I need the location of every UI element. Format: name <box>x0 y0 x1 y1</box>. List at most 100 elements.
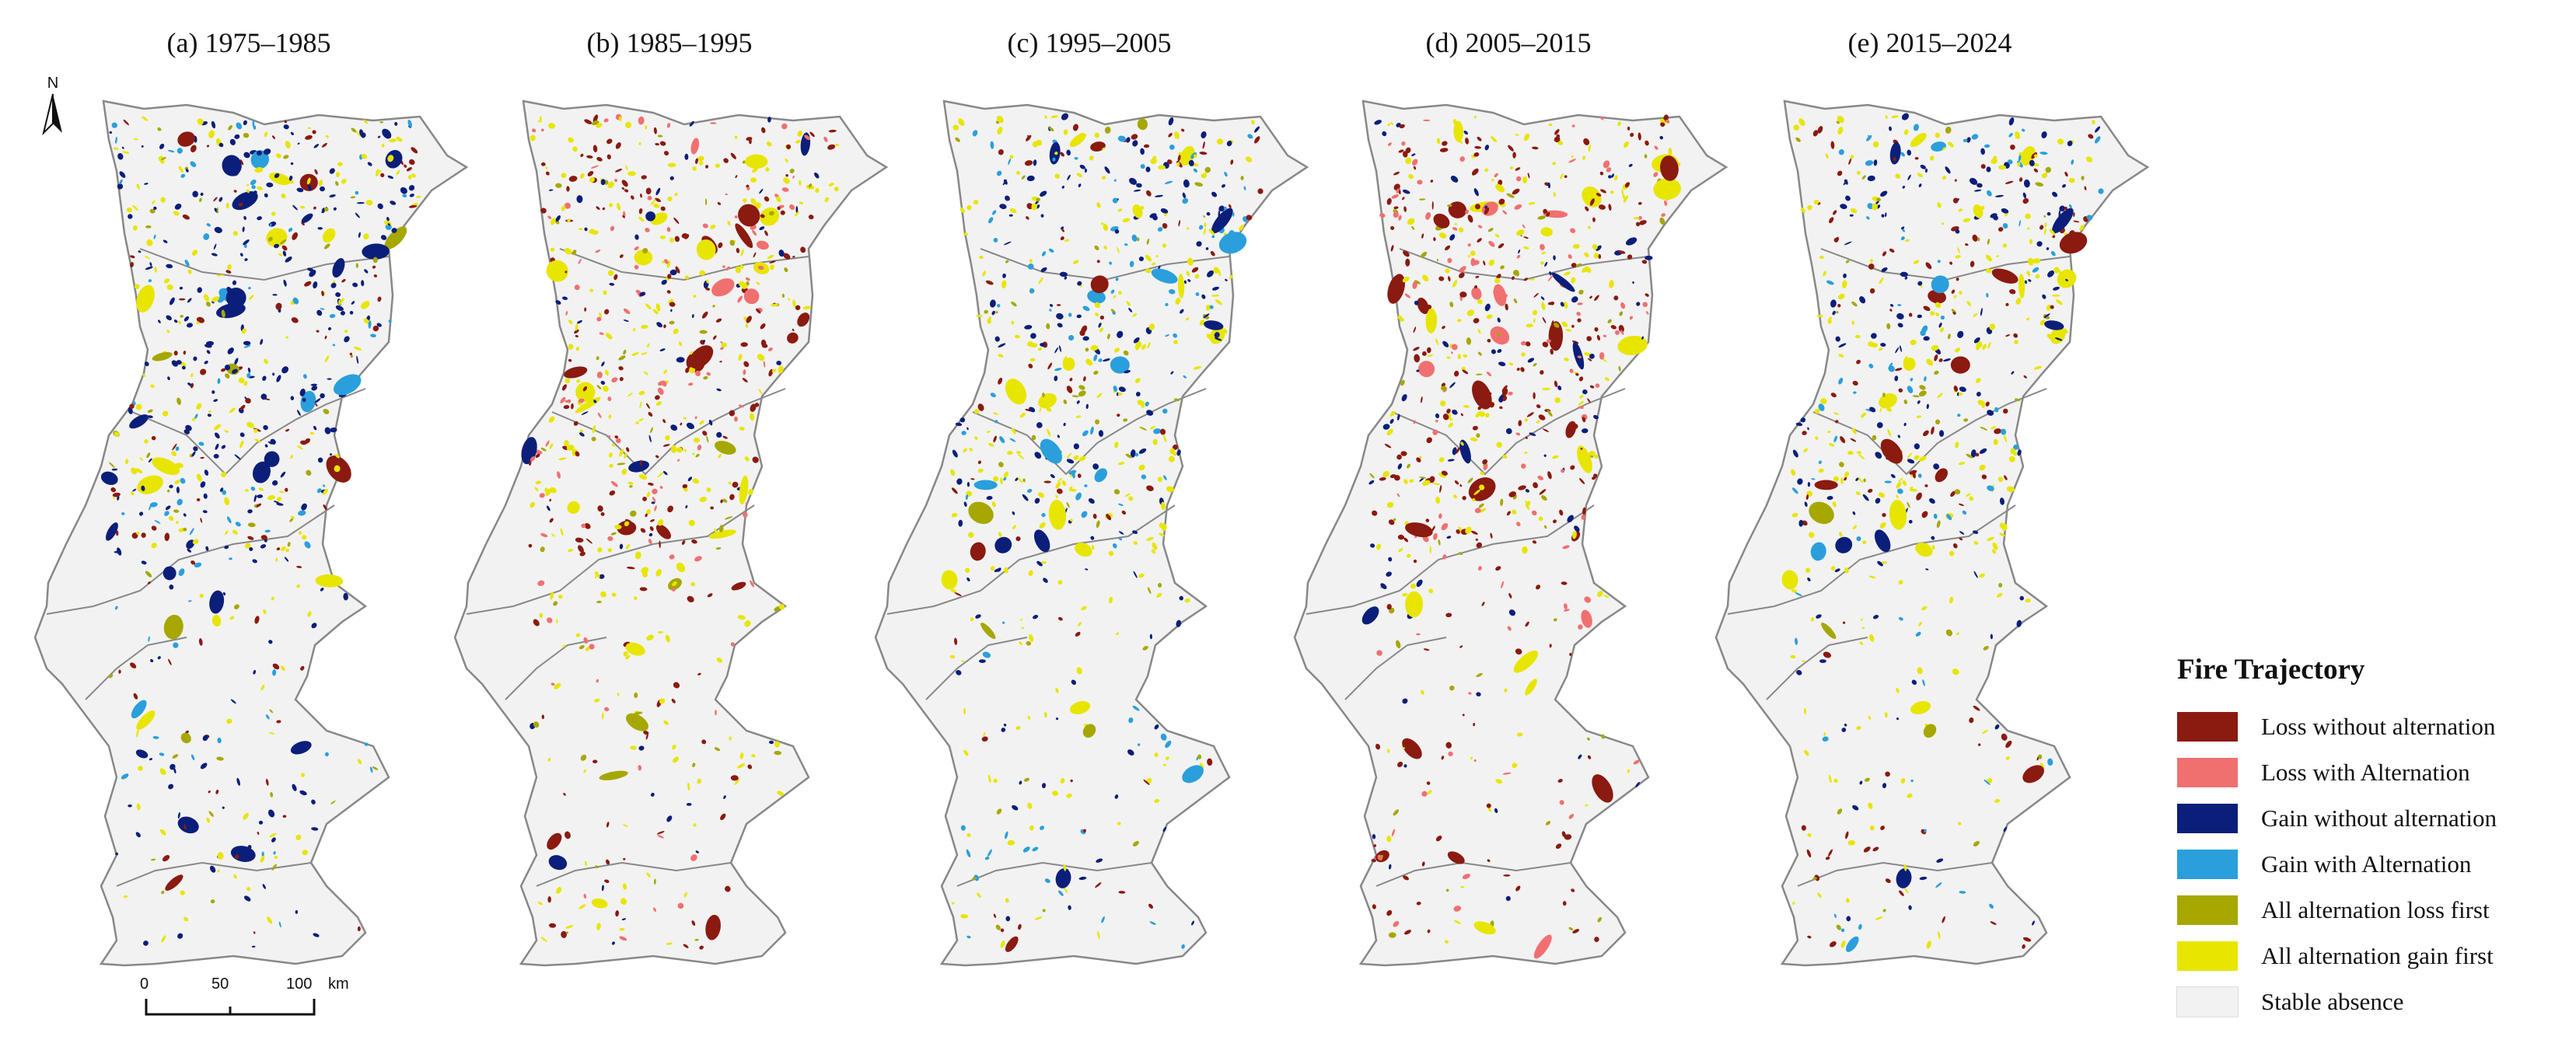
fire-patch <box>123 119 129 126</box>
country-outline <box>453 99 889 967</box>
fire-patch <box>1445 888 1449 892</box>
fire-patch <box>166 330 170 333</box>
fire-patch <box>311 827 319 831</box>
fire-patch <box>1026 134 1032 141</box>
fire-patch <box>245 543 251 549</box>
fire-patch <box>1001 728 1006 732</box>
fire-patch <box>1527 173 1530 179</box>
fire-patch <box>208 130 215 138</box>
fire-patch <box>1136 183 1142 188</box>
fire-patch <box>1183 375 1187 379</box>
fire-patch <box>1393 809 1400 816</box>
fire-patch <box>243 152 250 159</box>
fire-patch <box>799 180 802 186</box>
fire-patch <box>730 642 735 647</box>
fire-patch <box>599 312 603 318</box>
fire-patch <box>549 518 554 523</box>
fire-patch <box>379 121 384 124</box>
fire-patch <box>589 229 595 234</box>
fire-patch <box>584 227 588 232</box>
fire-patch <box>1919 385 1926 390</box>
fire-patch <box>673 682 680 689</box>
fire-patch <box>1872 846 1879 852</box>
fire-patch <box>407 120 413 128</box>
fire-patch <box>320 308 325 310</box>
fire-patch <box>2054 337 2063 341</box>
fire-patch <box>335 292 341 298</box>
fire-patch <box>1038 277 1043 284</box>
fire-patch <box>1525 501 1528 505</box>
fire-patch <box>213 197 218 202</box>
fire-patch <box>551 682 555 686</box>
fire-patch <box>1532 146 1539 150</box>
fire-patch <box>1094 132 1099 138</box>
fire-patch <box>1500 265 1505 270</box>
fire-patch <box>1081 511 1088 518</box>
fire-patch <box>1528 201 1536 205</box>
fire-patch <box>1987 342 1991 349</box>
fire-patch <box>984 857 990 860</box>
fire-patch <box>721 342 728 347</box>
fire-patch <box>1955 347 1961 353</box>
fire-patch <box>2065 278 2068 281</box>
fire-patch <box>1889 500 1907 530</box>
fire-patch <box>1205 247 1209 250</box>
fire-patch <box>1037 347 1043 351</box>
fire-patch <box>1980 164 1986 169</box>
fire-patch <box>1146 239 1150 245</box>
fire-patch <box>1863 846 1871 853</box>
fire-patch <box>578 904 586 909</box>
fire-patch <box>312 130 316 134</box>
fire-patch <box>566 186 570 192</box>
region-boundary <box>1766 637 1868 700</box>
fire-patch <box>1482 459 1488 465</box>
fire-patch <box>1465 526 1472 534</box>
fire-patch <box>132 204 138 211</box>
fire-patch <box>1515 167 1521 171</box>
fire-patch <box>1452 227 1458 231</box>
fire-patch <box>1959 537 1963 541</box>
fire-patch <box>993 412 998 415</box>
fire-patch <box>599 574 605 579</box>
fire-patch <box>299 440 307 445</box>
fire-patch <box>596 600 602 603</box>
fire-patch <box>351 301 355 305</box>
fire-patch <box>546 171 550 176</box>
fire-patch <box>1873 159 1878 166</box>
fire-patch <box>608 203 613 208</box>
fire-patch <box>1533 482 1539 489</box>
fire-patch <box>200 481 206 488</box>
fire-patch <box>274 855 278 859</box>
fire-patch <box>1177 273 1185 299</box>
fire-patch <box>1005 379 1027 405</box>
fire-patch <box>246 421 254 428</box>
fire-patch <box>1552 455 1559 459</box>
fire-patch <box>311 623 317 629</box>
fire-patch <box>178 298 186 301</box>
fire-patch <box>1011 428 1016 434</box>
fire-patch <box>239 440 244 448</box>
fire-patch <box>2017 162 2021 167</box>
fire-patch <box>587 170 594 176</box>
fire-patch <box>149 502 158 508</box>
fire-patch <box>1019 412 1026 418</box>
fire-patch <box>1126 137 1131 143</box>
fire-patch <box>1904 239 1910 242</box>
fire-patch <box>1876 422 1883 428</box>
fire-patch <box>1379 213 1386 218</box>
fire-patch <box>781 187 789 192</box>
fire-patch <box>1193 365 1202 370</box>
fire-patch <box>1091 545 1095 550</box>
fire-patch <box>311 799 316 804</box>
fire-patch <box>1838 343 1847 348</box>
fire-patch <box>297 142 300 145</box>
fire-patch <box>1991 268 2019 284</box>
fire-patch <box>1976 392 1981 397</box>
fire-patch <box>1201 294 1206 299</box>
fire-patch <box>1958 392 1963 396</box>
fire-patch <box>778 365 784 374</box>
region-boundary <box>1797 861 1993 887</box>
fire-patch <box>184 316 190 322</box>
region-boundary <box>925 637 1028 700</box>
fire-patch <box>1435 338 1439 346</box>
